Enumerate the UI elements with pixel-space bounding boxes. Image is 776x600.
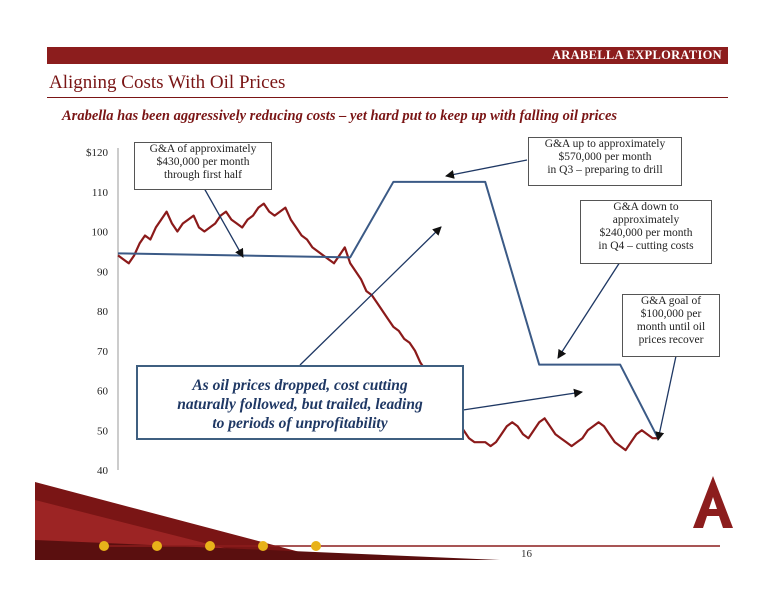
y-tick-label: 100: [92, 227, 109, 239]
key-message-line: As oil prices dropped, cost cutting: [192, 377, 408, 394]
callout-line: $100,000 per: [640, 308, 702, 320]
footer-decoration: [35, 476, 733, 560]
arabella-logo-icon-counter: [709, 497, 717, 509]
key-message-line: to periods of unprofitability: [212, 415, 388, 432]
footer-swoosh-light: [35, 500, 240, 552]
callout-q3-arrow: [445, 159, 528, 179]
callout-q4-arrow: [557, 261, 621, 359]
callout-first-half-arrow: [203, 187, 244, 258]
page-number: 16: [521, 548, 532, 560]
chart-series: [117, 180, 659, 452]
callout-arrows: [203, 159, 677, 441]
y-axis: 40 50 60 70 80 90 100 110 $120: [86, 147, 119, 477]
key-message-line: naturally followed, but trailed, leading: [177, 396, 423, 413]
callout-line: month until oil: [636, 321, 706, 333]
callout-line: G&A of approximately: [149, 143, 257, 155]
callout-line: in Q3 – preparing to drill: [547, 164, 663, 176]
callout-q3: G&A up to approximately $570,000 per mon…: [528, 137, 682, 186]
callout-line: prices recover: [638, 334, 704, 346]
footer-dot: [99, 541, 109, 551]
callout-line: $570,000 per month: [558, 151, 652, 163]
callout-goal: G&A goal of $100,000 per month until oil…: [622, 294, 720, 357]
y-tick-label: 70: [97, 346, 109, 358]
y-tick-label: $120: [86, 147, 109, 159]
y-tick-label: 50: [97, 425, 109, 437]
page-title: Aligning Costs With Oil Prices: [49, 72, 286, 93]
callout-line: G&A down to: [613, 201, 679, 213]
callout-line: G&A up to approximately: [544, 138, 666, 150]
callout-line: $430,000 per month: [156, 156, 250, 168]
footer-swoosh-base: [35, 540, 500, 560]
footer-dot: [205, 541, 215, 551]
y-tick-label: 60: [97, 386, 109, 398]
title-divider: [47, 97, 728, 98]
y-tick-label: 40: [97, 465, 109, 477]
callout-line: approximately: [612, 214, 680, 226]
footer-dot: [152, 541, 162, 551]
callout-goal-arrow: [655, 355, 677, 441]
footer-dot: [258, 541, 268, 551]
callout-line: $240,000 per month: [599, 227, 693, 239]
y-tick-label: 110: [92, 187, 109, 199]
company-name: ARABELLA EXPLORATION: [551, 48, 722, 62]
key-message-callout: As oil prices dropped, cost cutting natu…: [136, 365, 464, 440]
callout-q4: G&A down to approximately $240,000 per m…: [580, 200, 712, 264]
key-message-arrow: [299, 226, 442, 366]
page-subtitle: Arabella has been aggressively reducing …: [62, 108, 618, 124]
y-tick-label: 80: [97, 306, 109, 318]
oil-price-line: [117, 202, 658, 452]
callout-line: in Q4 – cutting costs: [598, 240, 694, 252]
footer-dot: [311, 541, 321, 551]
callout-first-half: G&A of approximately $430,000 per month …: [134, 142, 272, 190]
callout-line: G&A goal of: [640, 295, 702, 307]
y-tick-label: 90: [97, 266, 109, 278]
header-banner: ARABELLA EXPLORATION: [47, 47, 728, 64]
callout-line: through first half: [164, 169, 242, 181]
ga-cost-line: [117, 180, 659, 439]
key-message-arrow: [462, 388, 583, 411]
